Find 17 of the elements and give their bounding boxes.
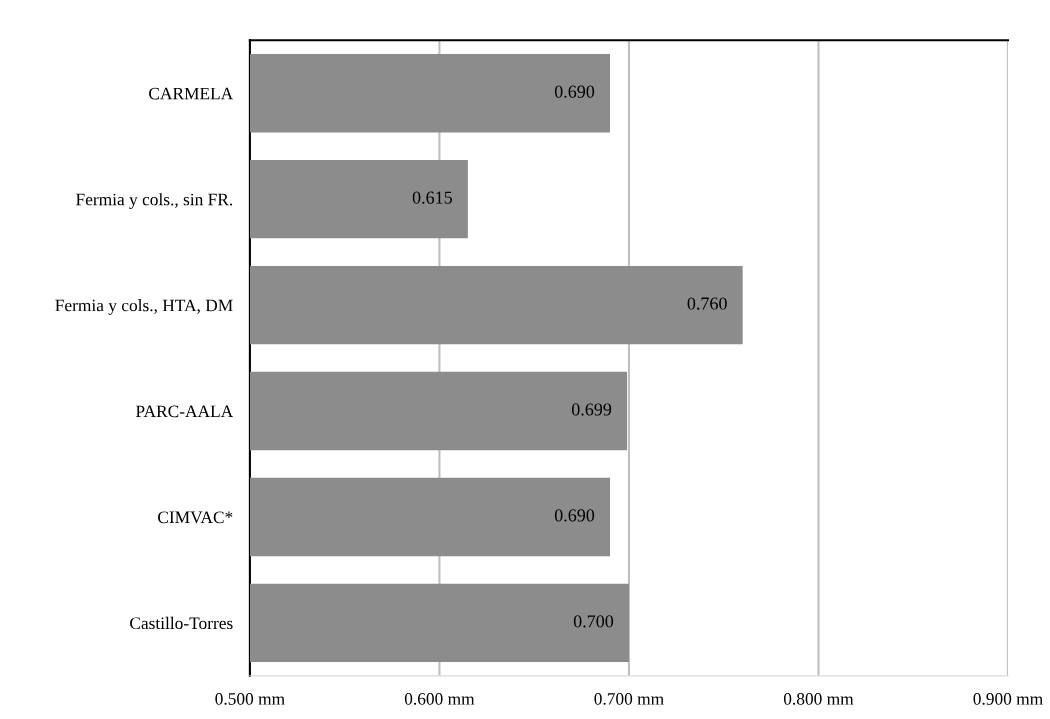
x-tick-label: 0.600 mm (404, 693, 475, 705)
x-tick-label: 0.900 mm (973, 693, 1043, 705)
data-label: 0.615 (412, 191, 452, 204)
data-label: 0.700 (573, 615, 614, 628)
y-tick-label: Fermia y cols., HTA, DM (55, 299, 233, 315)
y-tick-label: Castillo-Torres (130, 616, 233, 630)
y-tick-label: PARC-AALA (135, 405, 234, 418)
y-tick-label: CARMELA (149, 87, 234, 100)
data-label: 0.690 (554, 85, 595, 98)
x-tick-label: 0.500 mm (215, 693, 285, 705)
data-label: 0.760 (687, 297, 727, 310)
x-tick-label: 0.700 mm (594, 693, 664, 705)
y-tick-label: CIMVAC* (158, 511, 233, 524)
data-label: 0.699 (571, 403, 612, 416)
y-tick-label: Fermia y cols., sin FR. (76, 193, 233, 209)
x-tick-label: 0.800 mm (783, 693, 854, 705)
data-label: 0.690 (554, 509, 595, 522)
